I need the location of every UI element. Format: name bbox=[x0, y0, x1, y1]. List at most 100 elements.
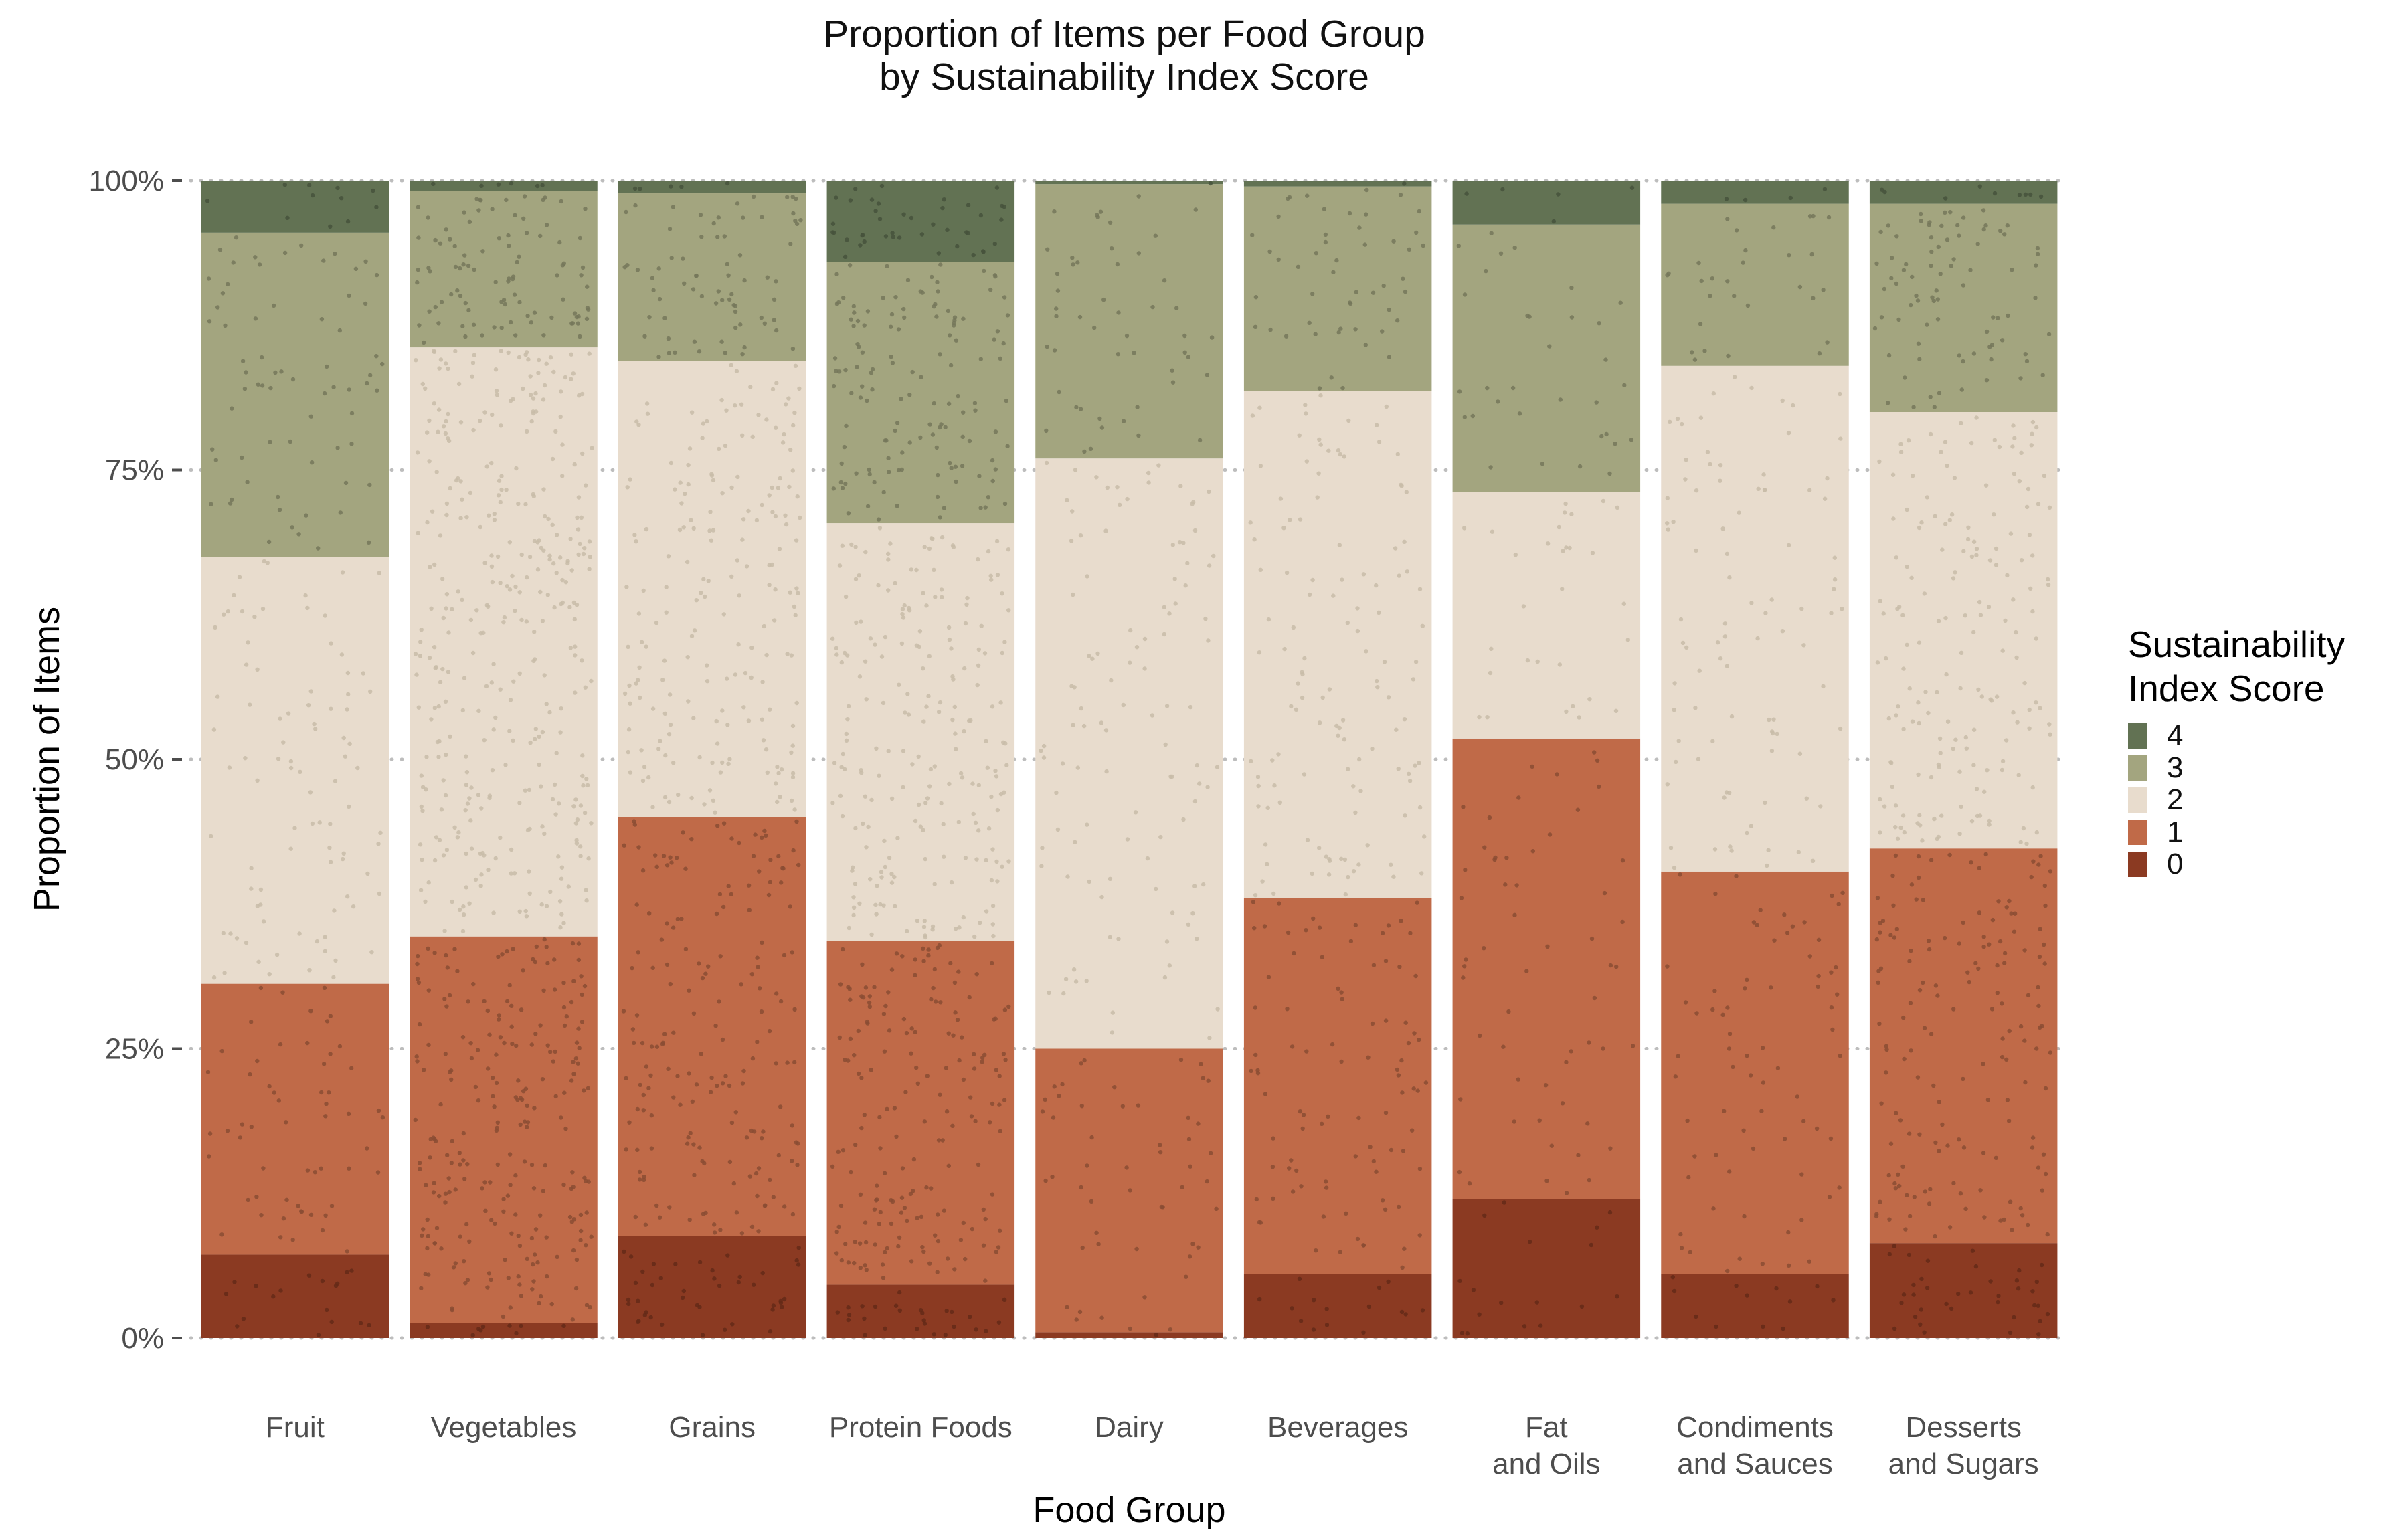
jitter-point bbox=[1487, 815, 1492, 820]
jitter-point bbox=[730, 1322, 735, 1327]
jitter-point bbox=[640, 1269, 645, 1274]
x-tick-label-vegetables-1: Vegetables bbox=[431, 1411, 577, 1444]
jitter-point bbox=[746, 718, 752, 723]
jitter-point bbox=[842, 444, 847, 450]
jitter-point bbox=[453, 264, 458, 270]
jitter-point bbox=[566, 884, 571, 889]
jitter-point bbox=[1955, 223, 1960, 228]
jitter-point bbox=[863, 1333, 867, 1337]
jitter-point bbox=[1489, 231, 1494, 235]
jitter-point bbox=[533, 737, 537, 742]
jitter-point bbox=[859, 768, 863, 773]
jitter-point bbox=[936, 251, 942, 256]
jitter-point bbox=[1075, 260, 1080, 265]
jitter-point bbox=[972, 1052, 976, 1057]
jitter-point bbox=[920, 1245, 925, 1250]
x-tick-label-condiments-and-sauces-2: and Sauces bbox=[1677, 1448, 1832, 1480]
jitter-point bbox=[1316, 471, 1321, 476]
jitter-point bbox=[1904, 262, 1909, 267]
points-vegetables-score-3 bbox=[415, 194, 591, 345]
jitter-point bbox=[1101, 297, 1106, 302]
jitter-point bbox=[976, 783, 982, 788]
jitter-point bbox=[491, 910, 496, 915]
jitter-point bbox=[956, 393, 960, 399]
points-fat-and-oils-score-1 bbox=[1457, 750, 1635, 1195]
jitter-point bbox=[276, 494, 280, 500]
jitter-point bbox=[952, 315, 958, 320]
jitter-point bbox=[843, 1242, 848, 1246]
jitter-point bbox=[625, 485, 630, 490]
jitter-point bbox=[345, 219, 351, 224]
jitter-point bbox=[841, 751, 845, 757]
jitter-point bbox=[908, 1191, 913, 1197]
jitter-point bbox=[1929, 1032, 1934, 1036]
jitter-point bbox=[634, 902, 639, 907]
jitter-point bbox=[1307, 592, 1312, 597]
jitter-point bbox=[571, 1072, 576, 1076]
jitter-point bbox=[582, 1175, 587, 1181]
jitter-point bbox=[380, 1115, 385, 1120]
jitter-point bbox=[1694, 1011, 1699, 1016]
jitter-point bbox=[225, 1129, 230, 1133]
jitter-point bbox=[438, 241, 443, 246]
jitter-point bbox=[309, 460, 315, 465]
jitter-point bbox=[840, 813, 845, 819]
jitter-point bbox=[1287, 1166, 1292, 1171]
jitter-point bbox=[425, 1217, 430, 1222]
jitter-point bbox=[1290, 1306, 1294, 1311]
points-condiments-and-sauces-score-3 bbox=[1665, 213, 1832, 362]
jitter-point bbox=[909, 1051, 913, 1056]
jitter-point bbox=[759, 315, 764, 320]
jitter-point bbox=[418, 1167, 422, 1171]
jitter-point bbox=[632, 819, 636, 824]
jitter-point bbox=[346, 1111, 351, 1117]
jitter-point bbox=[628, 477, 632, 482]
jitter-point bbox=[1712, 989, 1717, 993]
x-tick-label-beverages-1: Beverages bbox=[1267, 1411, 1408, 1444]
jitter-point bbox=[775, 765, 780, 769]
jitter-point bbox=[942, 506, 947, 510]
jitter-point bbox=[1926, 939, 1931, 943]
jitter-point bbox=[1145, 856, 1150, 861]
jitter-point bbox=[995, 807, 1000, 813]
jitter-point bbox=[637, 1169, 642, 1175]
jitter-point bbox=[1597, 321, 1601, 326]
jitter-point bbox=[569, 352, 573, 357]
jitter-point bbox=[1081, 723, 1087, 729]
jitter-point bbox=[2006, 313, 2010, 318]
bar-dairy bbox=[1035, 181, 1223, 1338]
jitter-point bbox=[690, 1099, 695, 1104]
jitter-point bbox=[1073, 979, 1079, 984]
jitter-point bbox=[516, 502, 521, 506]
jitter-point bbox=[584, 888, 588, 892]
jitter-point bbox=[922, 919, 927, 923]
jitter-point bbox=[1199, 1062, 1203, 1066]
jitter-point bbox=[668, 981, 673, 987]
jitter-point bbox=[1958, 1191, 1963, 1196]
jitter-point bbox=[1310, 871, 1314, 876]
jitter-point bbox=[322, 985, 327, 991]
jitter-point bbox=[1401, 1149, 1406, 1153]
jitter-point bbox=[784, 522, 789, 527]
jitter-point bbox=[491, 727, 496, 732]
jitter-point bbox=[1918, 1322, 1923, 1327]
jitter-point bbox=[793, 613, 798, 617]
jitter-point bbox=[834, 646, 839, 651]
jitter-point bbox=[255, 778, 260, 783]
jitter-point bbox=[444, 512, 449, 518]
segment-desserts-and-sugars-score-4 bbox=[1869, 181, 2058, 204]
jitter-point bbox=[1992, 512, 1996, 517]
jitter-point bbox=[889, 796, 895, 801]
jitter-point bbox=[1817, 351, 1822, 356]
jitter-point bbox=[790, 743, 795, 748]
jitter-point bbox=[222, 971, 227, 975]
jitter-point bbox=[1255, 1068, 1260, 1073]
jitter-point bbox=[2038, 194, 2044, 199]
jitter-point bbox=[1460, 1331, 1465, 1335]
jitter-point bbox=[1421, 243, 1425, 248]
jitter-point bbox=[896, 1244, 901, 1249]
jitter-point bbox=[468, 490, 473, 496]
jitter-point bbox=[952, 704, 958, 710]
jitter-point bbox=[779, 767, 784, 772]
jitter-point bbox=[1266, 975, 1271, 979]
